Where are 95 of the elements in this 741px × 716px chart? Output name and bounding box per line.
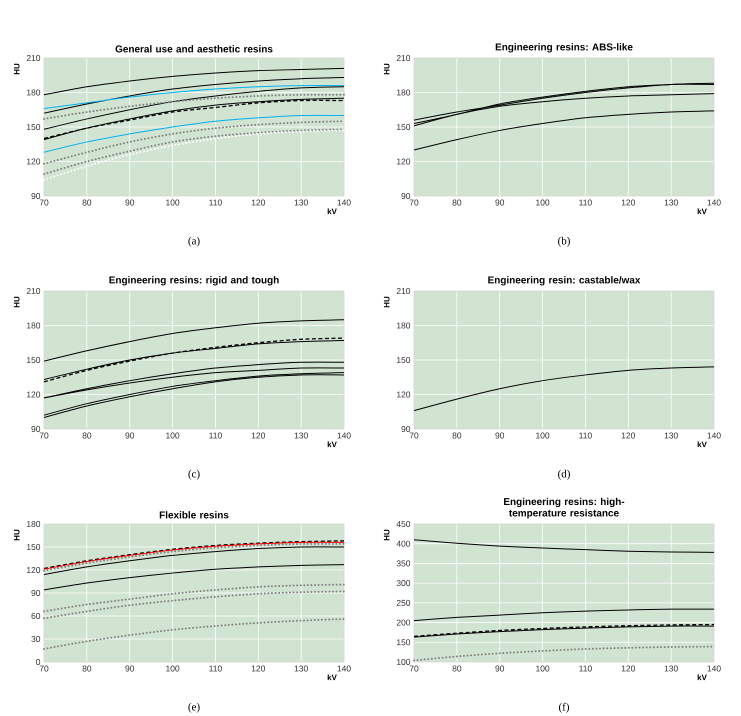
y-tick-label: 450 bbox=[396, 520, 410, 527]
x-tick-label: 70 bbox=[40, 665, 48, 672]
y-tick-label: 100 bbox=[396, 658, 410, 665]
x-tick-label: 90 bbox=[495, 199, 504, 206]
chart-title: Engineering resins: ABS-like bbox=[496, 43, 633, 52]
x-tick-label: 110 bbox=[209, 665, 222, 672]
x-tick-label: 120 bbox=[252, 199, 266, 206]
y-tick-label: 400 bbox=[396, 540, 410, 547]
x-tick-label: 130 bbox=[664, 665, 678, 672]
x-tick-label: 130 bbox=[294, 199, 308, 206]
y-tick-label: 90 bbox=[401, 192, 410, 199]
y-tick-label: 0 bbox=[36, 658, 40, 665]
y-tick-label: 350 bbox=[396, 560, 410, 566]
x-tick-label: 140 bbox=[708, 665, 721, 672]
x-tick-label: 90 bbox=[495, 665, 504, 672]
text: (f) bbox=[559, 702, 569, 713]
x-tick-label: 70 bbox=[40, 199, 48, 206]
y-tick-label: 210 bbox=[26, 288, 40, 294]
x-tick-label: 70 bbox=[410, 665, 418, 672]
y-tick-label: 120 bbox=[27, 158, 40, 164]
x-tick-label: 110 bbox=[579, 199, 592, 206]
x-tick-label: 110 bbox=[209, 432, 222, 438]
y-tick-label: 210 bbox=[396, 54, 410, 61]
y-tick-label: 150 bbox=[27, 356, 40, 363]
x-tick-label: 130 bbox=[664, 199, 678, 206]
x-tick-label: 110 bbox=[579, 665, 592, 672]
y-tick-label: 210 bbox=[26, 54, 40, 61]
x-tick-label: 70 bbox=[410, 199, 418, 206]
y-tick-label: 180 bbox=[27, 322, 40, 328]
y-tick-label: 90 bbox=[31, 192, 40, 199]
x-tick-label: 100 bbox=[536, 432, 550, 438]
x-tick-label: 80 bbox=[452, 432, 462, 438]
x-tick-label: 90 bbox=[495, 432, 504, 438]
y-tick-label: 180 bbox=[396, 89, 410, 96]
y-tick-label: 90 bbox=[31, 590, 40, 596]
x-tick-label: 140 bbox=[708, 199, 721, 206]
y-tick-label: 180 bbox=[396, 322, 410, 328]
y-tick-label: 90 bbox=[31, 426, 40, 432]
x-tick-label: 100 bbox=[166, 199, 180, 206]
x-tick-label: 110 bbox=[209, 199, 222, 206]
x-tick-label: 130 bbox=[294, 665, 308, 672]
y-tick-label: 200 bbox=[396, 620, 410, 626]
x-tick-label: 120 bbox=[622, 199, 636, 206]
x-tick-label: 100 bbox=[166, 432, 180, 438]
y-tick-label: 120 bbox=[27, 391, 40, 398]
x-tick-label: 80 bbox=[82, 665, 92, 672]
x-tick-label: 140 bbox=[338, 665, 351, 672]
chart-title: Flexible resins bbox=[160, 511, 228, 518]
x-tick-label: 90 bbox=[125, 665, 134, 672]
x-tick-label: 90 bbox=[125, 432, 134, 438]
x-tick-label: 120 bbox=[252, 432, 266, 438]
y-tick-label: 150 bbox=[27, 124, 40, 130]
x-tick-label: 140 bbox=[708, 432, 721, 438]
x-tick-label: 70 bbox=[410, 432, 418, 438]
y-tick-label: 180 bbox=[27, 89, 40, 96]
text: (e) bbox=[188, 702, 200, 713]
chart-title: General use and aesthetic resins bbox=[116, 45, 272, 52]
x-tick-label: 120 bbox=[622, 432, 636, 438]
y-tick-label: 150 bbox=[396, 639, 410, 646]
x-tick-label: 70 bbox=[40, 432, 48, 438]
y-tick-label: 150 bbox=[396, 124, 410, 130]
x-tick-label: 120 bbox=[622, 665, 636, 672]
y-tick-label: 120 bbox=[396, 158, 410, 164]
y-tick-label: 250 bbox=[396, 600, 410, 606]
text: (a) bbox=[188, 236, 200, 247]
x-tick-label: 80 bbox=[452, 199, 462, 206]
x-tick-label: 80 bbox=[452, 665, 462, 672]
chart-title: Engineering resins: rigid and tough bbox=[109, 276, 279, 286]
x-tick-label: 120 bbox=[252, 665, 266, 672]
y-tick-label: 210 bbox=[396, 288, 410, 294]
y-tick-label: 30 bbox=[31, 636, 40, 642]
x-tick-label: 80 bbox=[82, 432, 92, 438]
x-tick-label: 100 bbox=[536, 665, 550, 672]
y-tick-label: 120 bbox=[396, 391, 410, 398]
y-tick-label: 120 bbox=[27, 566, 40, 573]
y-tick-label: 150 bbox=[27, 544, 40, 550]
x-tick-label: 80 bbox=[82, 199, 92, 206]
text: (b) bbox=[558, 236, 570, 247]
x-tick-label: 130 bbox=[664, 432, 678, 438]
x-tick-label: 90 bbox=[125, 199, 134, 206]
y-tick-label: 300 bbox=[396, 580, 410, 586]
y-tick-label: 90 bbox=[401, 426, 410, 432]
chart-title: Engineering resins: high-temperature resistance bbox=[504, 498, 624, 518]
x-tick-label: 100 bbox=[166, 665, 180, 672]
x-tick-label: 100 bbox=[536, 199, 550, 206]
text: (c) bbox=[188, 470, 200, 480]
x-tick-label: 140 bbox=[338, 432, 351, 438]
x-tick-label: 140 bbox=[338, 199, 351, 206]
chart-title: Engineering resin: castable/wax bbox=[488, 276, 640, 286]
y-tick-label: 150 bbox=[396, 356, 410, 363]
x-tick-label: 110 bbox=[579, 432, 592, 438]
y-tick-label: 180 bbox=[27, 520, 40, 527]
text: (d) bbox=[558, 470, 570, 480]
y-tick-label: 60 bbox=[32, 612, 40, 619]
x-tick-label: 130 bbox=[294, 432, 308, 438]
